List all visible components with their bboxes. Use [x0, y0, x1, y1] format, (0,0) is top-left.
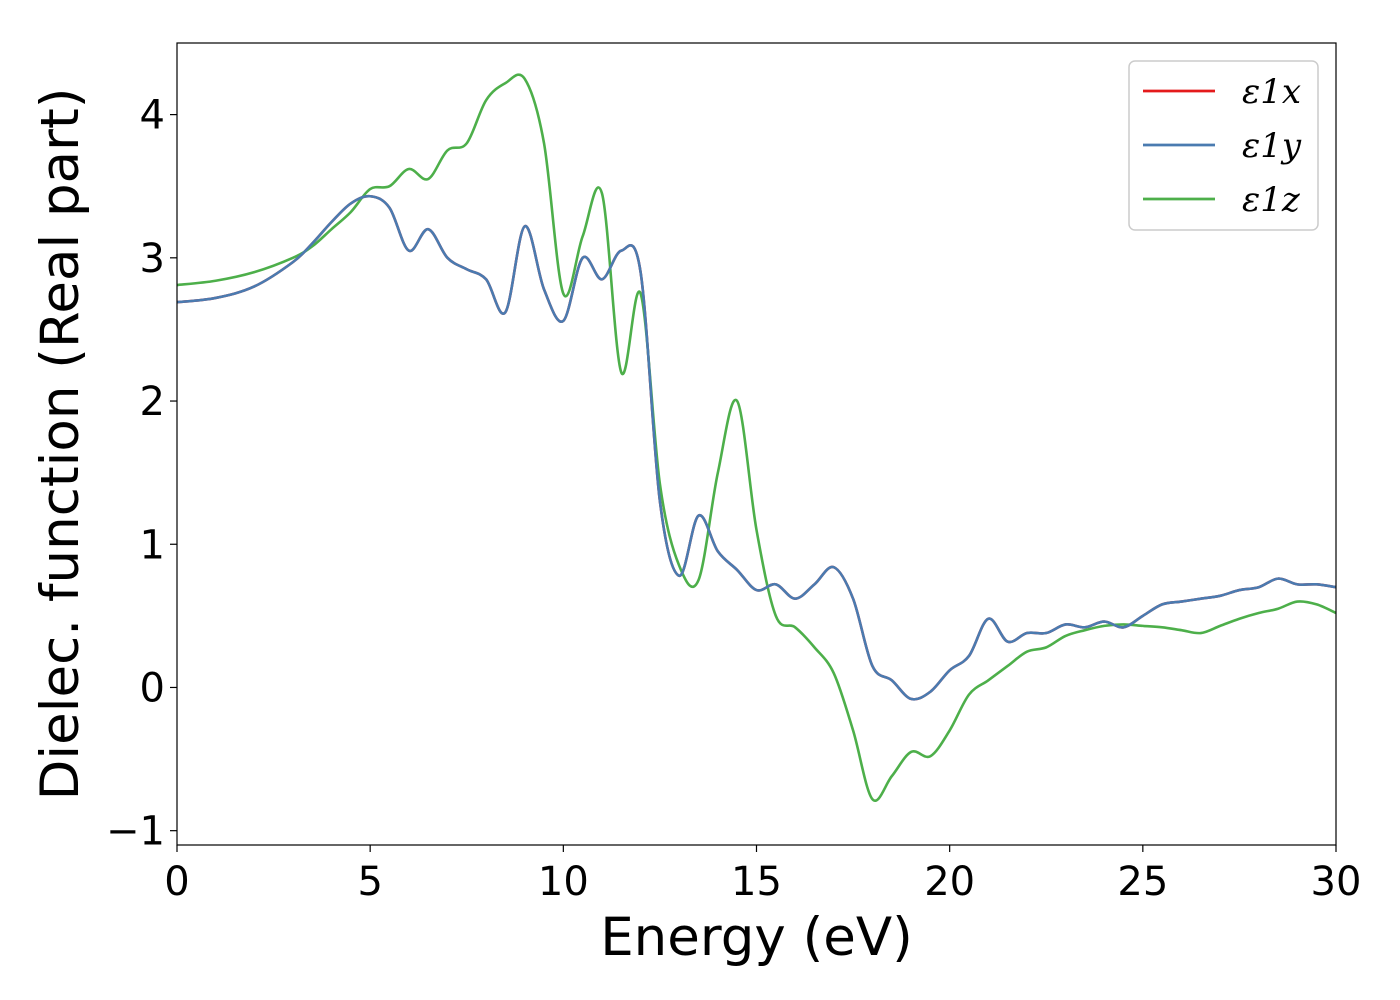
y-tick-label: 4 [140, 93, 165, 139]
y-tick-label: −1 [106, 809, 165, 855]
x-tick-label: 0 [164, 859, 189, 905]
y-axis-label: Dielec. function (Real part) [30, 88, 91, 801]
legend: ε1x ε1y ε1z [1128, 60, 1319, 231]
legend-entry-label: ε1z [1242, 180, 1301, 220]
series-line-y [176, 194, 1337, 701]
x-tick-label: 5 [357, 859, 382, 905]
y-tick-label: 1 [140, 522, 165, 568]
x-tick-label: 25 [1117, 859, 1168, 905]
legend-entry-label: ε1y [1242, 126, 1302, 166]
x-tick-label: 30 [1311, 859, 1362, 905]
x-axis-label: Energy (eV) [600, 907, 913, 968]
x-tick-label: 20 [924, 859, 975, 905]
x-tick-label: 10 [538, 859, 589, 905]
x-axis: 0 5 10 15 20 25 30 [164, 845, 1361, 905]
x-tick-label: 15 [731, 859, 782, 905]
y-tick-label: 0 [140, 665, 165, 711]
y-tick-label: 3 [140, 236, 165, 282]
legend-box [1128, 60, 1319, 231]
legend-entry-label: ε1x [1242, 72, 1301, 112]
y-tick-label: 2 [140, 379, 165, 425]
series-layer [176, 73, 1337, 803]
series-line-z [176, 73, 1337, 803]
y-axis: −1 0 1 2 3 4 [106, 93, 177, 855]
